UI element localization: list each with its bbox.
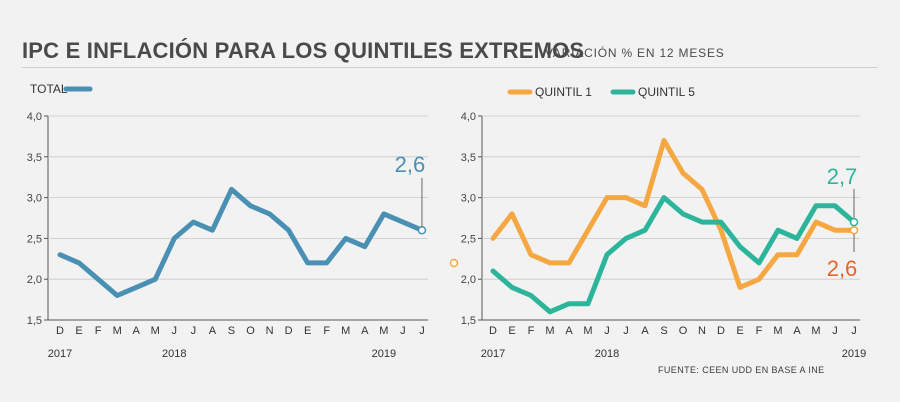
x-tick-label: O — [246, 325, 255, 337]
marker — [449, 258, 459, 268]
x-tick-label: N — [698, 325, 706, 337]
x-tick-label: M — [583, 325, 592, 337]
title-divider — [22, 67, 878, 68]
year-label: 2017 — [48, 348, 72, 360]
x-tick-label: M — [113, 325, 122, 337]
x-tick-label: E — [75, 325, 82, 337]
y-tick-label: 4,0 — [461, 111, 476, 123]
y-tick-label: 1,5 — [27, 315, 42, 327]
x-tick-label: A — [565, 325, 573, 337]
x-tick-label: D — [717, 325, 725, 337]
y-tick-label: 1,5 — [461, 315, 476, 327]
x-tick-label: M — [811, 325, 820, 337]
x-tick-label: E — [508, 325, 515, 337]
x-tick-label: F — [323, 325, 330, 337]
x-tick-label: F — [756, 325, 763, 337]
end-point-marker — [849, 225, 859, 235]
x-tick-label: J — [604, 325, 610, 337]
x-tick-label: S — [228, 325, 235, 337]
y-tick-label: 2,0 — [461, 274, 476, 286]
series-line-quintil-1 — [490, 138, 857, 290]
x-tick-label: F — [528, 325, 535, 337]
year-label: 2019 — [372, 348, 396, 360]
source-note: FUENTE: CEEN UDD EN BASE A INE — [658, 365, 825, 375]
x-tick-label: O — [679, 325, 688, 337]
year-label: 2019 — [842, 348, 866, 360]
chart-subtitle: VARIACIÓN % EN 12 MESES — [545, 46, 725, 60]
x-tick-label: D — [285, 325, 293, 337]
end-point-marker — [849, 217, 859, 227]
series-line-total — [57, 186, 425, 298]
x-tick-label: E — [304, 325, 311, 337]
legend-label: QUINTIL 1 — [535, 85, 592, 99]
x-tick-label: E — [736, 325, 743, 337]
series-line-quintil-5 — [490, 195, 857, 315]
year-label: 2018 — [595, 348, 619, 360]
x-tick-label: M — [773, 325, 782, 337]
y-tick-label: 3,0 — [27, 193, 42, 205]
x-tick-label: D — [489, 325, 497, 337]
year-label: 2018 — [162, 348, 186, 360]
legend-label: TOTAL — [30, 82, 68, 96]
end-value-label: 2,6 — [827, 256, 858, 281]
x-tick-label: A — [133, 325, 141, 337]
end-value-label: 2,6 — [395, 152, 426, 177]
x-tick-label: J — [623, 325, 629, 337]
x-tick-label: F — [95, 325, 102, 337]
chart-title: IPC E INFLACIÓN PARA LOS QUINTILES EXTRE… — [22, 38, 585, 63]
x-tick-label: J — [851, 325, 857, 337]
x-tick-label: J — [172, 325, 178, 337]
x-tick-label: M — [341, 325, 350, 337]
x-tick-label: S — [660, 325, 667, 337]
y-tick-label: 3,5 — [461, 152, 476, 164]
y-tick-label: 2,5 — [461, 233, 476, 245]
y-tick-label: 4,0 — [27, 111, 42, 123]
x-tick-label: A — [641, 325, 649, 337]
x-tick-label: J — [400, 325, 406, 337]
x-tick-label: M — [379, 325, 388, 337]
x-tick-label: M — [151, 325, 160, 337]
year-label: 2017 — [481, 348, 505, 360]
x-tick-label: N — [266, 325, 274, 337]
x-tick-label: A — [361, 325, 369, 337]
end-value-label: 2,7 — [827, 164, 858, 189]
x-tick-label: M — [545, 325, 554, 337]
y-tick-label: 2,0 — [27, 274, 42, 286]
x-tick-label: A — [793, 325, 801, 337]
x-tick-label: A — [209, 325, 217, 337]
legend-label: QUINTIL 5 — [638, 85, 695, 99]
y-tick-label: 2,5 — [27, 233, 42, 245]
x-tick-label: J — [191, 325, 197, 337]
x-tick-label: D — [56, 325, 64, 337]
x-tick-label: J — [832, 325, 838, 337]
y-tick-label: 3,0 — [461, 193, 476, 205]
end-point-marker — [417, 225, 427, 235]
y-tick-label: 3,5 — [27, 152, 42, 164]
x-tick-label: J — [419, 325, 425, 337]
